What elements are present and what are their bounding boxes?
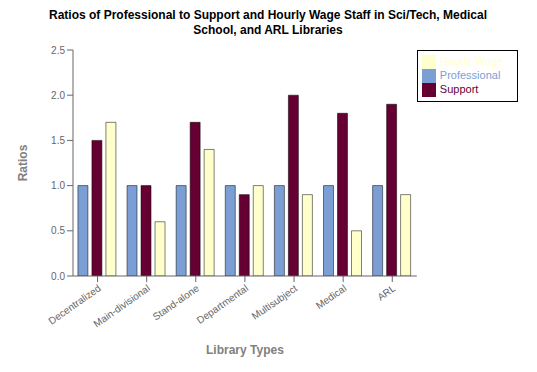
html-text:Support: Support [439,83,479,96]
svg-text:Decentralized: Decentralized [46,282,103,327]
svg-text:Ratios: Ratios [16,144,30,181]
svg-text:2.5: 2.5 [51,45,65,56]
svg-text:Library Types: Library Types [206,343,284,357]
svg-text:ARL: ARL [375,282,398,302]
svg-text:0.0: 0.0 [51,271,65,282]
html-text:Hourly Wage: Hourly Wage [439,55,503,67]
svg-text:2.0: 2.0 [51,90,65,101]
svg-text:1.0: 1.0 [51,180,65,191]
svg-text:Multisubject: Multisubject [250,282,300,321]
html-text:Professional: Professional [439,69,501,82]
svg-text:Main-divisional: Main-divisional [91,282,151,329]
svg-text:0.5: 0.5 [51,225,65,236]
html-text:Ratios of Professional to Supp: Ratios of Professional to Support and Ho… [49,8,487,22]
svg-text:1.5: 1.5 [51,135,65,146]
svg-text:Departmental: Departmental [195,282,250,325]
svg-text:Stand-alone: Stand-alone [150,282,201,323]
html-text:School, and ARL Libraries: School, and ARL Libraries [193,23,343,37]
svg-text:Medical: Medical [314,282,349,311]
